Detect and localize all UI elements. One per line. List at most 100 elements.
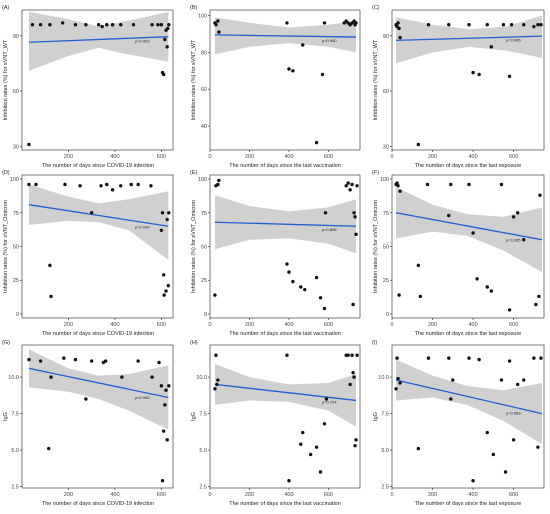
data-point <box>27 357 31 362</box>
panel-f: (F) p=0.085 0 200 400 600 0 25 50 75 100 The number… <box>372 170 545 337</box>
y-axis-title: Inhibition rates (%) for sVNT_Omicron <box>373 200 379 293</box>
x-axis-title: The number of days since the last vaccin… <box>229 501 341 507</box>
data-point <box>491 452 496 457</box>
regression-line <box>395 212 543 241</box>
data-point <box>287 67 291 71</box>
y-tick-label: 7.5 <box>381 412 389 418</box>
y-tick-label: 10.0 <box>378 375 389 381</box>
data-point <box>354 438 358 442</box>
panel-tag: (D) <box>2 170 10 176</box>
data-point <box>485 23 489 27</box>
data-point <box>73 357 78 362</box>
panel-tag: (C) <box>372 5 380 11</box>
data-point <box>447 213 451 218</box>
x-axis-title: The number of days since the last vaccin… <box>229 163 341 169</box>
data-point <box>467 182 471 187</box>
data-point <box>163 403 167 407</box>
x-tick-label: 200 <box>245 492 254 498</box>
data-point <box>156 23 160 27</box>
x-tick-label: 400 <box>110 492 119 498</box>
data-point <box>352 375 356 379</box>
panel-tag: (B) <box>190 5 198 11</box>
x-tick-label: 200 <box>428 322 437 328</box>
data-point <box>538 193 542 197</box>
data-point <box>348 382 352 387</box>
y-tick-label: 60 <box>383 89 389 95</box>
data-point <box>162 72 166 77</box>
panel-tag: (E) <box>190 170 198 176</box>
data-point <box>105 182 109 187</box>
data-point <box>449 397 453 401</box>
data-point <box>301 430 305 435</box>
data-point <box>522 378 526 382</box>
data-point <box>167 384 171 388</box>
y-axis-title: Inhibition rates (%) for sVNT_Omicron <box>3 200 9 293</box>
data-point <box>449 182 453 187</box>
data-point <box>534 302 538 307</box>
data-point <box>163 37 167 42</box>
data-point <box>353 215 357 219</box>
y-tick-label: 2.5 <box>11 485 19 491</box>
data-point <box>30 23 35 27</box>
x-tick-label: 400 <box>468 492 477 498</box>
confidence-band <box>28 11 169 71</box>
data-point <box>303 287 307 292</box>
x-tick-label: 0 <box>390 322 393 328</box>
data-point <box>477 72 481 77</box>
data-point <box>346 181 350 185</box>
data-point <box>507 74 512 79</box>
data-point <box>467 356 471 360</box>
data-point <box>501 23 506 27</box>
data-point <box>73 23 78 27</box>
panel-b: (B) p=0.940 0 200 400 600 40 60 80 100 The number … <box>190 5 361 169</box>
p-value-label: p=0.094 <box>135 225 150 230</box>
y-tick-label: 5.0 <box>199 448 207 454</box>
data-point <box>322 422 327 426</box>
data-point <box>105 23 109 27</box>
data-point <box>149 184 153 188</box>
y-tick-label: 60 <box>13 89 19 95</box>
x-tick-label: 600 <box>324 322 333 328</box>
y-tick-label: 75 <box>201 211 207 217</box>
data-point <box>507 308 512 312</box>
panel-tag: (F) <box>372 170 379 176</box>
data-point <box>165 217 169 222</box>
data-point <box>324 397 329 401</box>
panel-h: (H) p=0.754 0 200 400 600 2.5 5.0 7.5 10.0 The num… <box>190 340 361 507</box>
x-tick-label: 400 <box>284 492 293 498</box>
x-tick-label: 0 <box>208 492 211 498</box>
data-point <box>396 184 400 188</box>
panel-a: (A) p=0.953 200 400 600 30 60 90 The number of d… <box>2 5 174 169</box>
data-point <box>489 289 494 293</box>
data-point <box>394 387 398 391</box>
confidence-band <box>396 15 542 64</box>
data-point <box>150 23 154 27</box>
data-point <box>160 479 165 483</box>
data-point <box>162 293 166 297</box>
x-tick-label: 0 <box>208 322 211 328</box>
y-axis-title: Inhibition rates (%) for sVNT_Omicron <box>191 200 197 293</box>
confidence-band <box>28 349 169 430</box>
data-point <box>167 23 171 27</box>
data-point <box>346 353 350 357</box>
data-point <box>396 21 400 25</box>
data-point <box>320 72 325 77</box>
data-point <box>136 182 140 187</box>
data-point <box>489 45 494 49</box>
p-value-label: p=0.085 <box>506 238 521 243</box>
y-tick-label: 0 <box>16 312 19 318</box>
data-point <box>350 182 354 187</box>
p-value-label: p=0.953 <box>135 38 150 43</box>
x-tick-label: 400 <box>284 154 293 160</box>
data-point <box>515 211 520 215</box>
data-point <box>397 293 401 297</box>
data-point <box>485 430 489 435</box>
x-axis-title: The number of days since COVID-19 infect… <box>42 163 154 169</box>
data-point <box>499 378 504 382</box>
data-point <box>49 294 53 299</box>
data-point <box>477 357 481 362</box>
data-point <box>99 184 103 188</box>
regression-line <box>395 379 543 415</box>
data-point <box>350 353 354 357</box>
y-tick-label: 7.5 <box>11 412 19 418</box>
